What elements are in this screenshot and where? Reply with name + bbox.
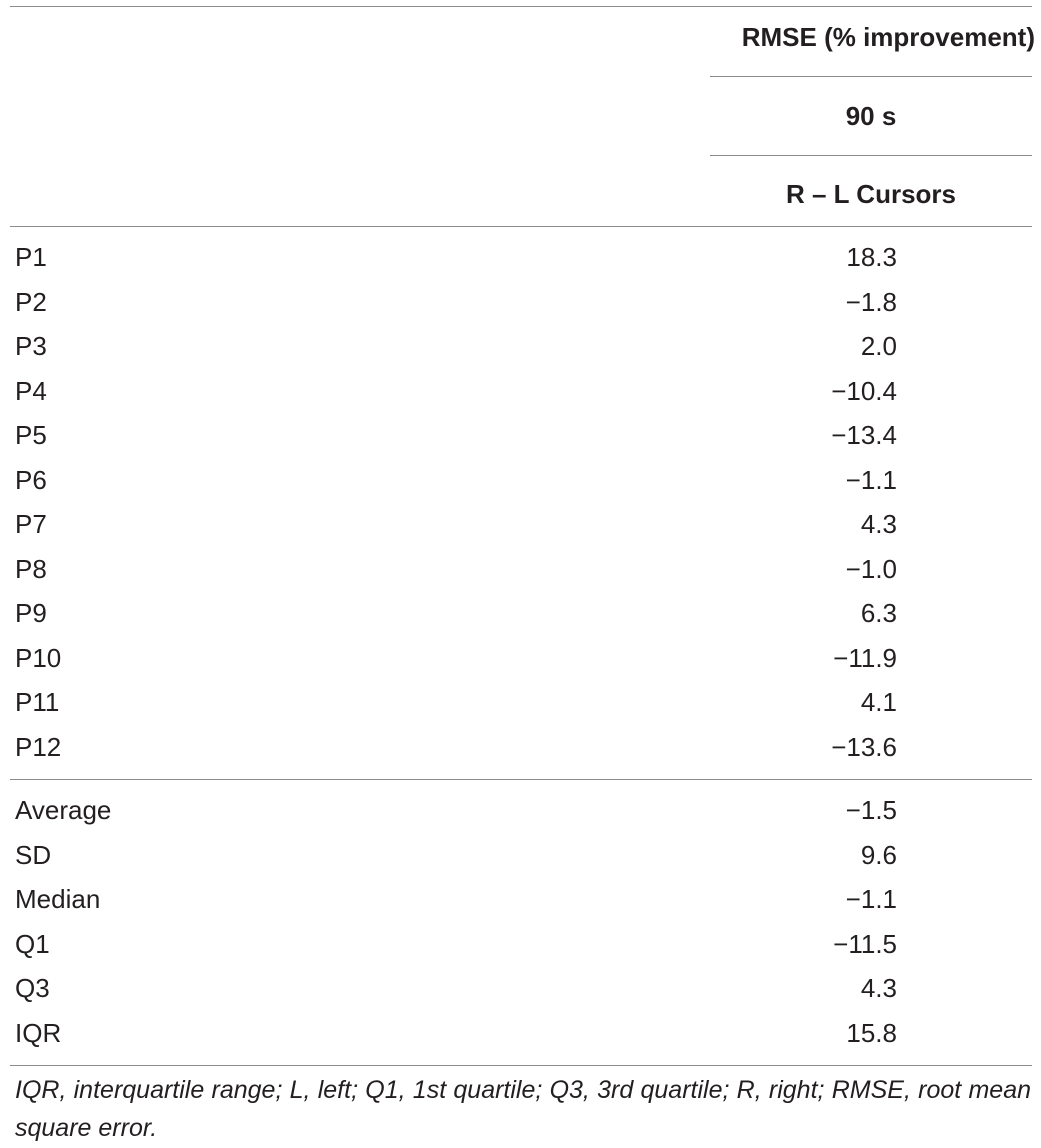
table-bottom-rule	[10, 1065, 1032, 1066]
table-row-p12: P12 −13.6	[0, 732, 1041, 776]
row-value: 15.8	[846, 1018, 897, 1048]
row-value: −13.4	[831, 420, 897, 450]
table-footnote: IQR, interquartile range; L, left; Q1, 1…	[15, 1076, 1031, 1142]
row-value: 4.3	[860, 973, 897, 1003]
row-value: −1.1	[845, 884, 897, 914]
summary-row-q1: Q1 −11.5	[0, 929, 1041, 973]
table-row-p5: P5 −13.4	[0, 420, 1041, 464]
row-value: 9.6	[860, 840, 897, 870]
row-label: Q1	[15, 929, 50, 959]
row-label: P1	[15, 242, 47, 272]
table-row-p3: P3 2.0	[0, 331, 1041, 375]
row-label: P4	[15, 376, 47, 406]
row-value: −11.5	[833, 929, 897, 959]
table-row-p8: P8 −1.0	[0, 554, 1041, 598]
table-top-rule	[10, 6, 1032, 7]
table-row-p6: P6 −1.1	[0, 465, 1041, 509]
summary-row-sd: SD 9.6	[0, 840, 1041, 884]
row-label: P12	[15, 732, 62, 762]
row-label: Q3	[15, 973, 50, 1003]
summary-row-iqr: IQR 15.8	[0, 1018, 1041, 1062]
table-row-p7: P7 4.3	[0, 509, 1041, 553]
row-value: 4.3	[860, 509, 897, 539]
row-label: P3	[15, 331, 47, 361]
table-row-p10: P10 −11.9	[0, 643, 1041, 687]
header-group-label: RMSE (% improvement)	[741, 22, 1035, 52]
row-label: SD	[15, 840, 52, 870]
table-row-p1: P1 18.3	[0, 242, 1041, 286]
row-value: −1.0	[845, 554, 897, 584]
row-label: P8	[15, 554, 47, 584]
row-label: P9	[15, 598, 47, 628]
row-label: P10	[15, 643, 62, 673]
table-row-p11: P11 4.1	[0, 687, 1041, 731]
header-duration-rule	[710, 155, 1032, 156]
row-value: −1.8	[845, 287, 897, 317]
row-label: Average	[15, 795, 112, 825]
summary-row-median: Median −1.1	[0, 884, 1041, 928]
row-label: P5	[15, 420, 47, 450]
header-column-label: R – L Cursors	[785, 179, 956, 209]
table-row-p2: P2 −1.8	[0, 287, 1041, 331]
row-label: IQR	[15, 1018, 62, 1048]
row-value: −13.6	[831, 732, 897, 762]
header-group-rule	[710, 76, 1032, 77]
summary-divider-rule	[10, 779, 1032, 780]
header-duration-label: 90 s	[845, 101, 897, 131]
table-row-p9: P9 6.3	[0, 598, 1041, 642]
row-label: P6	[15, 465, 47, 495]
row-label: P11	[15, 687, 60, 717]
row-label: P7	[15, 509, 47, 539]
row-value: 4.1	[860, 687, 897, 717]
summary-row-average: Average −1.5	[0, 795, 1041, 839]
row-value: −10.4	[831, 376, 897, 406]
row-label: P2	[15, 287, 47, 317]
table-row-p4: P4 −10.4	[0, 376, 1041, 420]
row-value: 18.3	[846, 242, 897, 272]
row-value: −1.5	[845, 795, 897, 825]
row-value: 6.3	[860, 598, 897, 628]
summary-row-q3: Q3 4.3	[0, 973, 1041, 1017]
row-value: −1.1	[845, 465, 897, 495]
row-value: 2.0	[860, 331, 897, 361]
row-label: Median	[15, 884, 101, 914]
row-value: −11.9	[833, 643, 897, 673]
header-bottom-rule	[10, 226, 1032, 227]
